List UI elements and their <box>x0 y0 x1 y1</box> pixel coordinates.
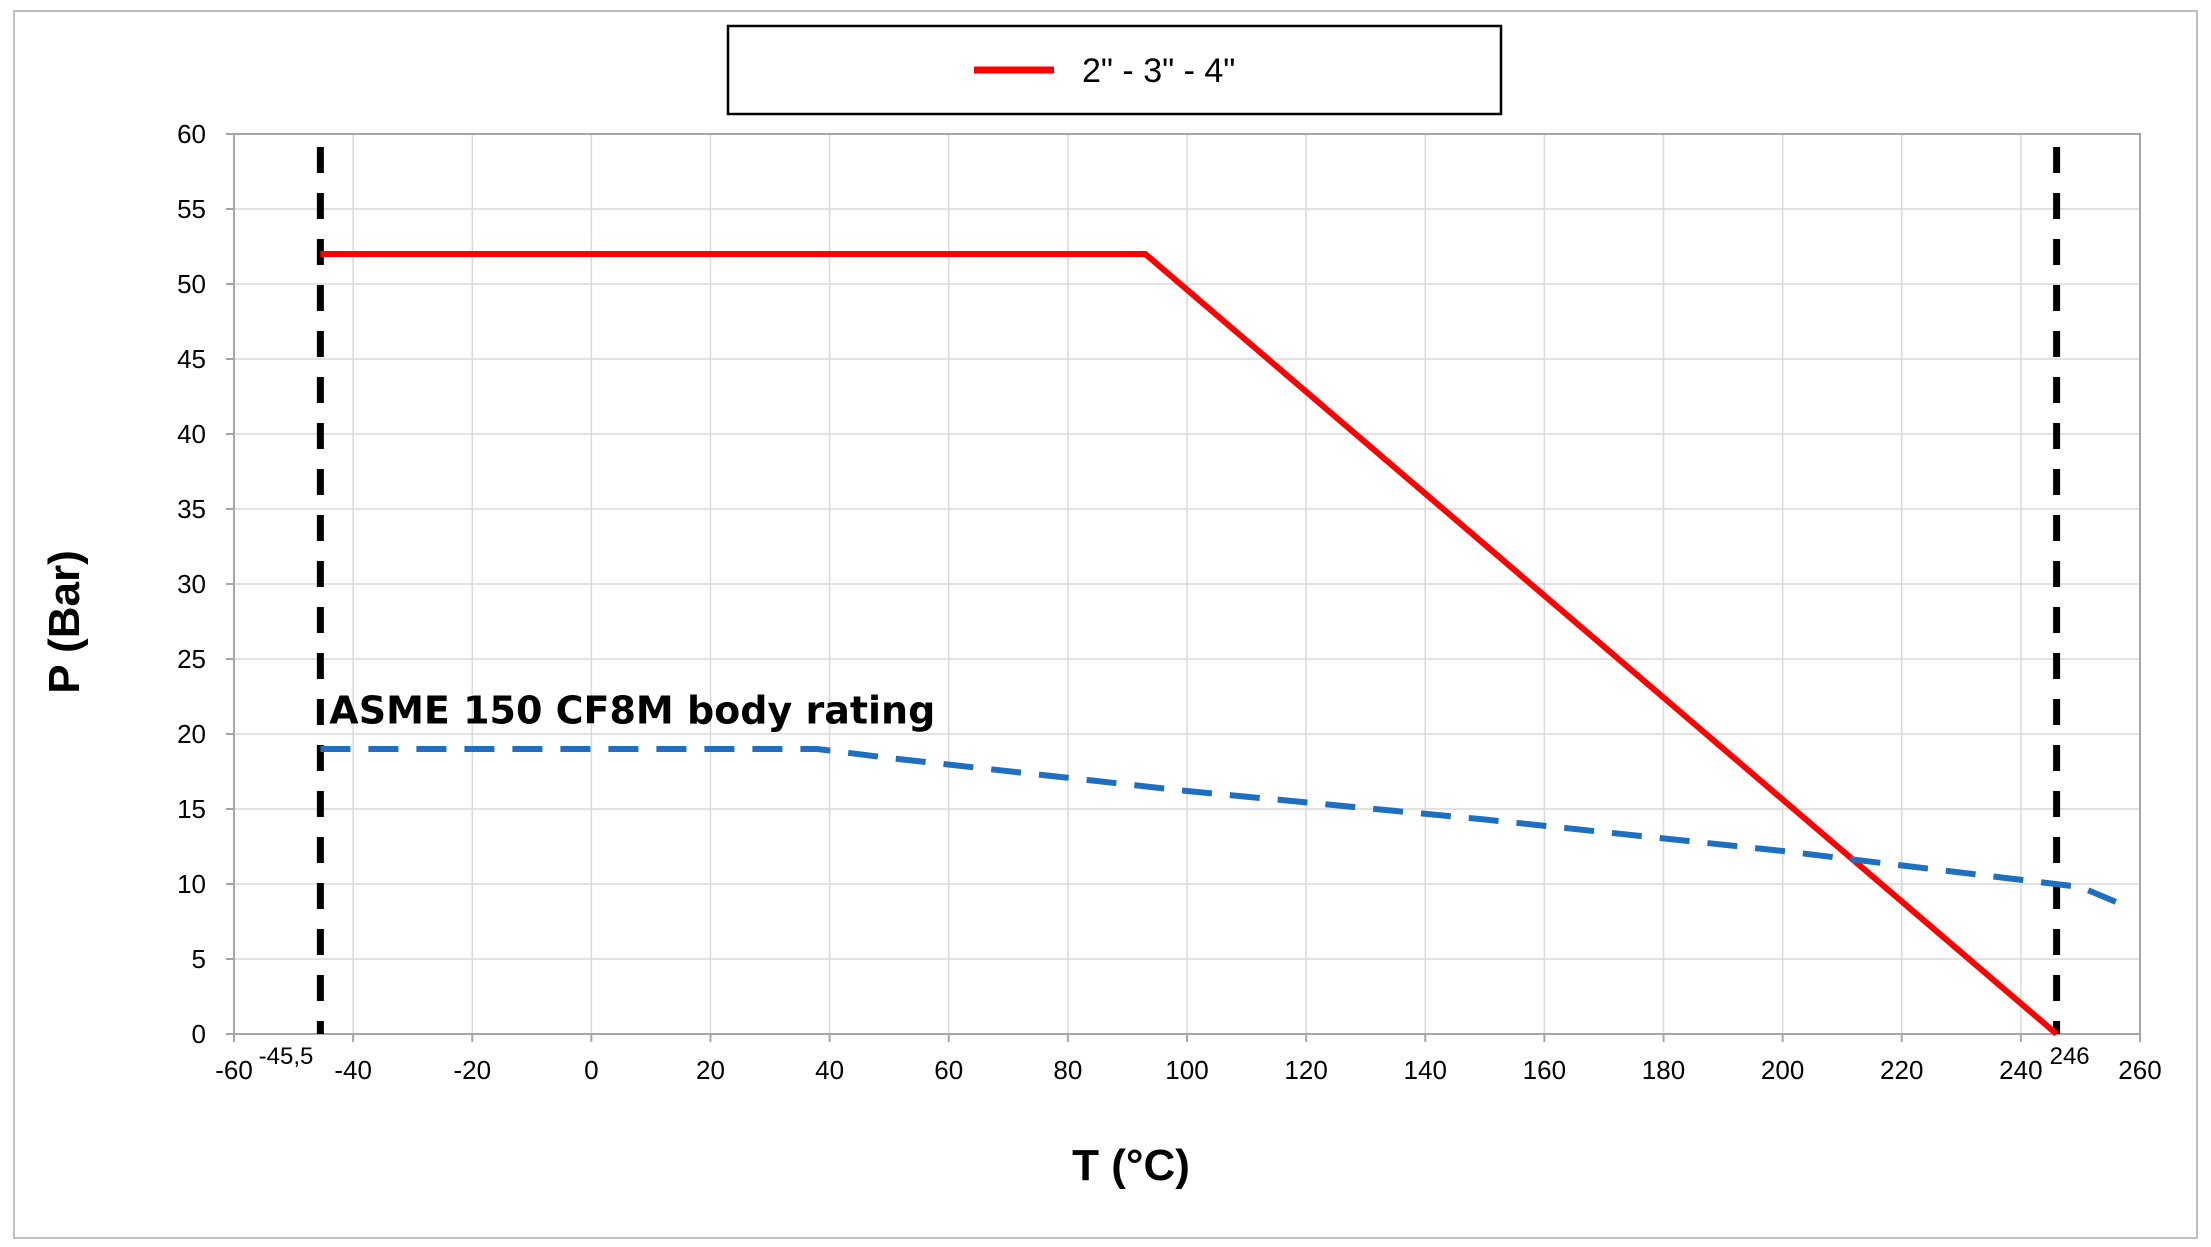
y-axis-ticks: 0 5 10 15 20 25 30 35 40 45 50 55 60 <box>177 119 234 1049</box>
y-tick-label: 20 <box>177 719 206 749</box>
y-tick-label: 15 <box>177 794 206 824</box>
y-tick-label: 0 <box>192 1019 206 1049</box>
y-tick-label: 35 <box>177 494 206 524</box>
x-tick-label: -60 <box>215 1055 253 1085</box>
x-tick-label: 120 <box>1284 1055 1327 1085</box>
y-tick-label: 55 <box>177 194 206 224</box>
y-tick-label: 45 <box>177 344 206 374</box>
limit-line-label: -45,5 <box>259 1043 314 1070</box>
limit-line-label: 246 <box>2050 1043 2090 1070</box>
legend: 2" - 3" - 4" <box>726 24 1503 116</box>
x-tick-label: 240 <box>1999 1055 2042 1085</box>
x-tick-label: 40 <box>815 1055 844 1085</box>
y-tick-label: 10 <box>177 869 206 899</box>
y-tick-label: 60 <box>177 119 206 149</box>
y-axis-title: P (Bar) <box>40 550 89 693</box>
series-line-asme-rating <box>320 746 2118 905</box>
y-tick-label: 25 <box>177 644 206 674</box>
x-tick-label: 180 <box>1642 1055 1685 1085</box>
legend-box <box>726 24 1503 116</box>
x-tick-label: -20 <box>453 1055 491 1085</box>
y-tick-label: 30 <box>177 569 206 599</box>
data-series <box>320 251 2118 1037</box>
x-tick-label: 200 <box>1761 1055 1804 1085</box>
legend-label-2-3-4: 2" - 3" - 4" <box>1082 52 1235 90</box>
series-line-2-3-4 <box>320 251 2059 1037</box>
x-tick-label: 160 <box>1523 1055 1566 1085</box>
x-tick-label: 0 <box>584 1055 598 1085</box>
y-tick-label: 50 <box>177 269 206 299</box>
x-axis-ticks: -60 -40 -20 0 20 40 60 80 100 120 140 160 180 200 220 2… <box>215 1034 2162 1085</box>
y-tick-label: 5 <box>192 944 206 974</box>
x-tick-label: 20 <box>696 1055 725 1085</box>
x-tick-label: 100 <box>1165 1055 1208 1085</box>
x-tick-label: -40 <box>334 1055 372 1085</box>
x-tick-label: 220 <box>1880 1055 1923 1085</box>
annotation-asme-rating: ASME 150 CF8M body rating <box>329 689 935 733</box>
chart-frame <box>13 10 2198 1239</box>
x-axis-title: T (°C) <box>1072 1141 1190 1190</box>
x-tick-label: 140 <box>1404 1055 1447 1085</box>
x-tick-label: 260 <box>2118 1055 2161 1085</box>
y-tick-label: 40 <box>177 419 206 449</box>
x-tick-label: 60 <box>934 1055 963 1085</box>
x-tick-label: 80 <box>1053 1055 1082 1085</box>
